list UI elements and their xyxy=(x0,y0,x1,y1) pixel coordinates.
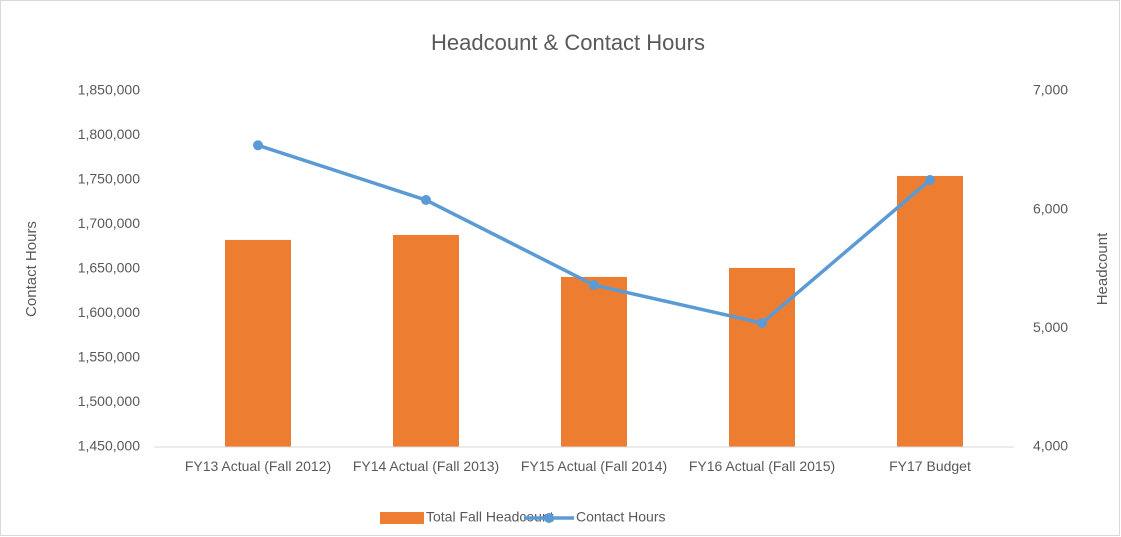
y2-tick-label: 7,000 xyxy=(1033,82,1068,98)
bar xyxy=(729,267,795,447)
y2-tick-label: 5,000 xyxy=(1033,319,1068,335)
y2-tick-label: 4,000 xyxy=(1033,438,1068,454)
bar xyxy=(561,276,627,447)
line-marker xyxy=(757,318,767,329)
bar xyxy=(225,239,291,447)
bar xyxy=(393,234,459,447)
y-tick-label: 1,700,000 xyxy=(78,215,140,231)
line-marker xyxy=(925,175,935,185)
line-marker xyxy=(589,280,599,291)
y-tick-label: 1,450,000 xyxy=(78,438,140,454)
x-tick-label: FY13 Actual (Fall 2012) xyxy=(184,458,332,474)
y-tick-label: 1,500,000 xyxy=(78,393,140,409)
y-tick-label: 1,550,000 xyxy=(78,349,140,365)
y2-tick-label: 6,000 xyxy=(1033,200,1068,216)
legend-swatch xyxy=(380,512,424,524)
line-marker xyxy=(253,140,263,151)
x-tick-label: FY14 Actual (Fall 2013) xyxy=(352,458,500,474)
x-tick-label: FY15 Actual (Fall 2014) xyxy=(520,458,668,474)
y-tick-label: 1,750,000 xyxy=(78,171,140,187)
y-axis-title: Contact Hours xyxy=(23,221,40,317)
line-marker xyxy=(421,195,431,206)
y-tick-label: 1,800,000 xyxy=(78,126,140,142)
y-tick-label: 1,600,000 xyxy=(78,304,140,320)
bar xyxy=(897,175,963,447)
y-tick-label: 1,650,000 xyxy=(78,260,140,276)
chart-title: Headcount & Contact Hours xyxy=(431,30,705,55)
y-tick-label: 1,850,000 xyxy=(78,82,140,98)
legend-marker xyxy=(544,513,554,523)
legend-label: Contact Hours xyxy=(576,509,665,525)
legend-label: Total Fall Headcount xyxy=(426,509,554,525)
y2-axis-title: Headcount xyxy=(1094,232,1111,305)
x-tick-label: FY16 Actual (Fall 2015) xyxy=(688,458,836,474)
x-tick-label: FY17 Budget xyxy=(889,458,971,474)
